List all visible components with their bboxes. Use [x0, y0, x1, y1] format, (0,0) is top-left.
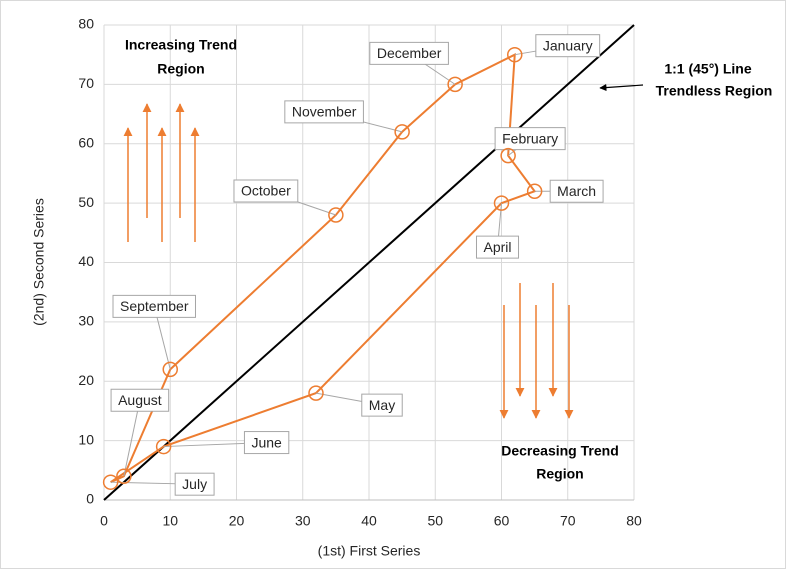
annotation: Trendless Region	[656, 83, 773, 99]
x-axis-title: (1st) First Series	[318, 543, 421, 559]
marker	[102, 474, 119, 490]
point-label-text: December	[377, 45, 442, 61]
marker	[116, 468, 132, 484]
point-label-text: November	[292, 104, 357, 120]
x-tick-label: 0	[100, 513, 108, 529]
label-box	[284, 100, 364, 124]
label-box	[233, 179, 299, 203]
x-tick-label: 10	[162, 513, 178, 529]
marker	[308, 385, 324, 401]
y-tick-label: 40	[78, 253, 94, 269]
marker	[526, 183, 543, 199]
point-label-text: June	[251, 434, 282, 450]
marker	[447, 76, 463, 93]
label-box	[475, 235, 520, 259]
label-box	[112, 294, 196, 318]
y-axis-title: (2nd) Second Series	[31, 198, 47, 326]
point-label-text: January	[543, 37, 593, 53]
annotation: Decreasing Trend	[501, 443, 619, 459]
label-box	[369, 41, 449, 65]
label-box	[243, 431, 290, 455]
point-label: January	[514, 34, 601, 58]
point-label-text: April	[483, 239, 511, 255]
y-tick-label: 60	[78, 134, 94, 150]
y-tick-label: 30	[78, 313, 94, 329]
x-tick-label: 60	[494, 513, 510, 529]
y-tick-label: 0	[86, 491, 94, 507]
point-label-text: July	[182, 476, 207, 492]
point-label: February	[494, 127, 566, 157]
point-label: May	[315, 392, 403, 417]
point-label: April	[475, 203, 520, 259]
y-tick-label: 20	[78, 372, 94, 388]
x-tick-label: 80	[626, 513, 642, 529]
marker	[493, 195, 510, 211]
point-label: July	[110, 472, 215, 496]
marker	[328, 207, 344, 223]
trendless-arrow	[599, 83, 644, 92]
x-tick-label: 30	[295, 513, 311, 529]
marker	[394, 124, 410, 140]
point-label: June	[163, 431, 290, 455]
label-box	[361, 393, 403, 417]
label-box	[174, 472, 215, 496]
point-label-text: March	[557, 183, 596, 199]
point-label: November	[284, 100, 403, 133]
label-box	[549, 179, 604, 203]
y-tick-label: 50	[78, 194, 94, 210]
label-box	[494, 127, 566, 151]
point-label: August	[110, 388, 170, 477]
x-tick-label: 50	[427, 513, 443, 529]
marker	[155, 438, 172, 455]
up-arrows	[123, 103, 200, 242]
annotation: 1:1 (45°) Line	[664, 61, 752, 77]
point-label: December	[369, 41, 456, 85]
label-box	[535, 34, 601, 58]
point-label: September	[112, 294, 196, 370]
point-label: October	[233, 179, 337, 216]
marker	[500, 147, 516, 164]
x-tick-label: 70	[560, 513, 576, 529]
label-box	[110, 388, 170, 412]
reference-line	[103, 24, 635, 501]
marker	[162, 361, 178, 378]
annotation: Region	[157, 61, 204, 77]
point-label-text: August	[118, 392, 162, 408]
point-label-text: September	[120, 298, 189, 314]
point-label-text: May	[369, 397, 395, 413]
point-label-text: February	[502, 130, 558, 146]
annotation: Region	[536, 466, 583, 482]
x-tick-label: 40	[361, 513, 377, 529]
point-label: March	[534, 179, 604, 203]
y-tick-label: 10	[78, 431, 94, 447]
point-label-text: October	[241, 183, 291, 199]
marker	[507, 46, 523, 63]
annotation: Increasing Trend	[125, 37, 237, 53]
leader-line	[123, 400, 141, 477]
y-tick-label: 70	[78, 75, 94, 91]
y-tick-label: 80	[78, 16, 94, 32]
down-arrows	[499, 283, 574, 419]
x-tick-label: 20	[229, 513, 245, 529]
